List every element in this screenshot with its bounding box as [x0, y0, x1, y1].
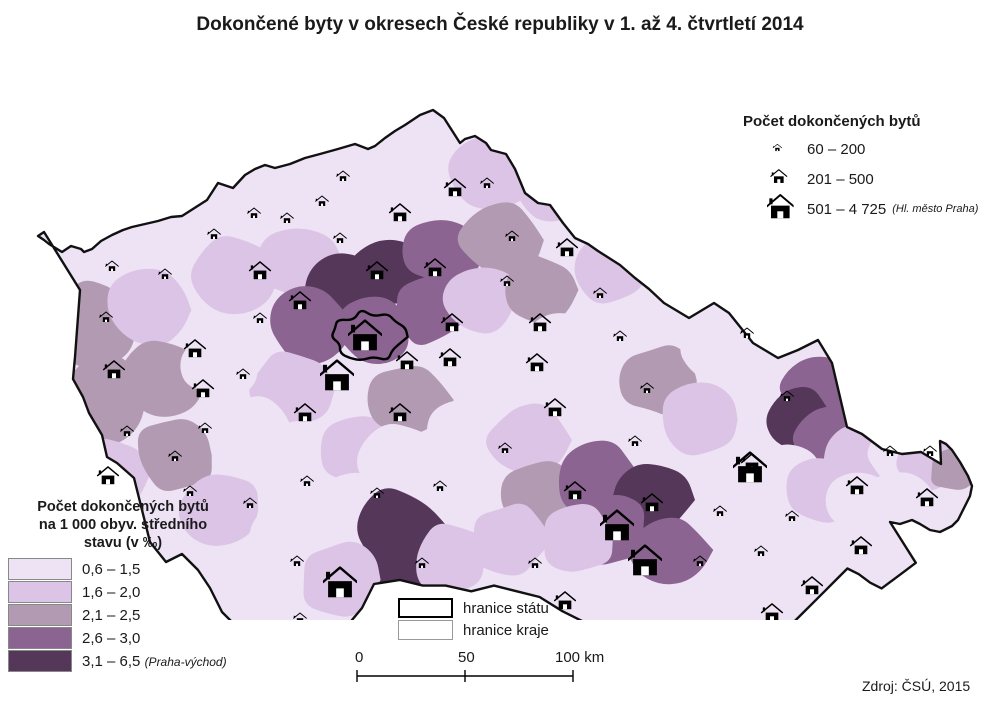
svg-text:0: 0 — [355, 650, 363, 666]
svg-text:50: 50 — [458, 650, 475, 666]
svg-text:100 km: 100 km — [555, 650, 604, 666]
